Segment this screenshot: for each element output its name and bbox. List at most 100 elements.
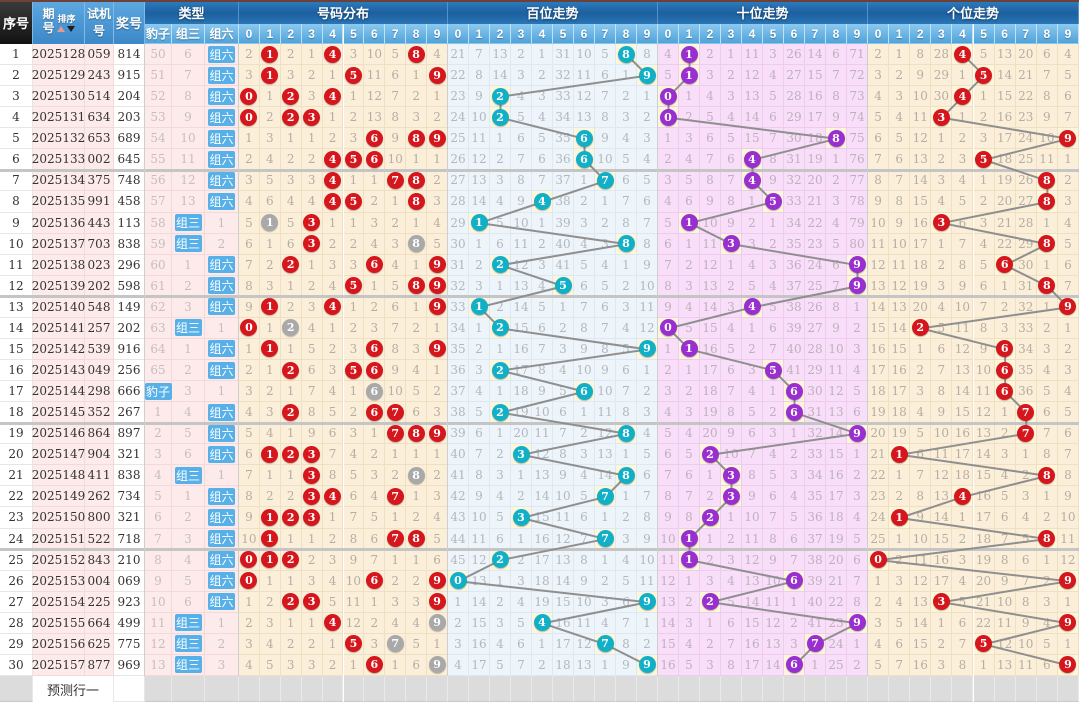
dist-cell: 3 (301, 212, 323, 234)
shi-cell: 40 (784, 338, 805, 360)
sort-control[interactable]: 排序 (57, 12, 76, 32)
sort-asc-icon[interactable] (57, 26, 66, 32)
cyan-circle: 2 (491, 108, 509, 126)
bai-cell: 5 (574, 254, 595, 276)
dist-cell: 3 (280, 170, 302, 192)
shi-cell: 6 (658, 233, 679, 255)
red-circle: 8 (1038, 192, 1056, 210)
ge-cell: 13 (952, 360, 974, 382)
predict-grid-cell (826, 676, 847, 702)
dist-cell: 8 (406, 44, 428, 66)
section-separator (144, 44, 145, 676)
dist-cell: 3 (280, 65, 302, 87)
shi-cell: 9 (742, 486, 763, 508)
shi-cell: 40 (805, 591, 826, 613)
bai-cell: 2 (616, 86, 637, 108)
ge-cell: 9 (952, 275, 974, 297)
dist-cell: 9 (427, 296, 448, 318)
shi-cell: 4 (742, 381, 763, 403)
ge-cell: 4 (868, 86, 890, 108)
bai-cell: 36 (448, 360, 469, 382)
shi-cell: 4 (742, 170, 763, 192)
predict-grid-cell (364, 676, 386, 702)
bai-cell: 6 (490, 528, 511, 550)
shi-cell: 6 (763, 107, 784, 129)
shi-cell: 6 (784, 402, 805, 424)
bai-cell: 14 (532, 486, 553, 508)
test-number-cell: 059 (85, 44, 114, 66)
shi-cell: 6 (721, 149, 742, 171)
seq-cell: 13 (0, 296, 33, 318)
win-number-cell: 458 (114, 191, 145, 213)
shi-cell: 15 (826, 444, 847, 466)
bai-cell: 2 (490, 444, 511, 466)
dist-cell: 1 (385, 549, 407, 571)
type-cell: 组六 (205, 296, 239, 318)
ge-cell: 2 (889, 549, 911, 571)
seq-cell: 23 (0, 507, 33, 529)
bai-cell: 3 (490, 170, 511, 192)
win-number-cell: 321 (114, 507, 145, 529)
shi-cell: 16 (805, 86, 826, 108)
ge-cell: 1 (889, 44, 911, 66)
dist-cell: 1 (239, 591, 260, 613)
dist-cell: 0 (239, 107, 260, 129)
shi-cell: 7 (763, 128, 784, 150)
shi-cell: 1 (700, 612, 721, 634)
dist-cell: 5 (385, 275, 407, 297)
bai-cell: 10 (637, 549, 658, 571)
bai-cell: 14 (490, 65, 511, 87)
shi-cell: 5 (763, 465, 784, 487)
shi-cell: 5 (721, 128, 742, 150)
dist-cell: 1 (259, 65, 281, 87)
predict-grid-cell (301, 676, 323, 702)
ge-cell: 20 (910, 296, 932, 318)
ge-cell: 7 (994, 528, 1016, 550)
purple-circle: 9 (848, 277, 866, 295)
dist-cell: 2 (322, 654, 344, 676)
red-circle: 2 (282, 108, 300, 126)
bai-cell: 7 (574, 296, 595, 318)
type-cell: 13 (145, 654, 172, 676)
predict-grid-cell (406, 676, 428, 702)
ge-cell: 15 (994, 86, 1016, 108)
dist-cell: 11 (364, 65, 386, 87)
bai-cell: 8 (616, 233, 637, 255)
cyan-circle: 8 (617, 424, 635, 442)
bai-cell: 8 (616, 402, 637, 424)
purple-circle: 1 (680, 340, 698, 358)
red-circle: 9 (428, 424, 446, 442)
ge-cell: 2 (910, 360, 932, 382)
ge-cell: 13 (868, 275, 890, 297)
ge-cell: 12 (1057, 549, 1079, 571)
ge-cell: 7 (973, 296, 995, 318)
bai-cell: 19 (511, 402, 532, 424)
digit-header: 1 (259, 24, 281, 44)
type-badge: 组六 (208, 424, 235, 442)
ge-cell: 1 (1036, 549, 1058, 571)
header-period-label: 期号 (42, 7, 55, 35)
shi-cell: 7 (658, 465, 679, 487)
dist-cell: 7 (239, 254, 260, 276)
shi-cell: 1 (847, 633, 868, 655)
bai-cell: 3 (616, 296, 637, 318)
cyan-circle: 6 (575, 150, 593, 168)
bai-cell: 6 (511, 128, 532, 150)
bai-cell: 5 (595, 275, 616, 297)
shi-cell: 0 (658, 317, 679, 339)
ge-cell: 7 (1015, 570, 1037, 592)
type-cell: 1 (205, 612, 239, 634)
shi-cell: 2 (847, 465, 868, 487)
bai-cell: 3 (532, 86, 553, 108)
bai-cell: 32 (553, 65, 574, 87)
sort-desc-icon[interactable] (67, 26, 76, 32)
bai-cell: 18 (553, 654, 574, 676)
shi-cell: 12 (742, 65, 763, 87)
bai-cell: 2 (490, 107, 511, 129)
test-number-cell: 864 (85, 423, 114, 445)
shi-cell: 7 (763, 338, 784, 360)
dist-cell: 8 (406, 528, 428, 550)
shi-cell: 16 (700, 338, 721, 360)
dist-cell: 4 (385, 612, 407, 634)
dist-cell: 9 (427, 254, 448, 276)
